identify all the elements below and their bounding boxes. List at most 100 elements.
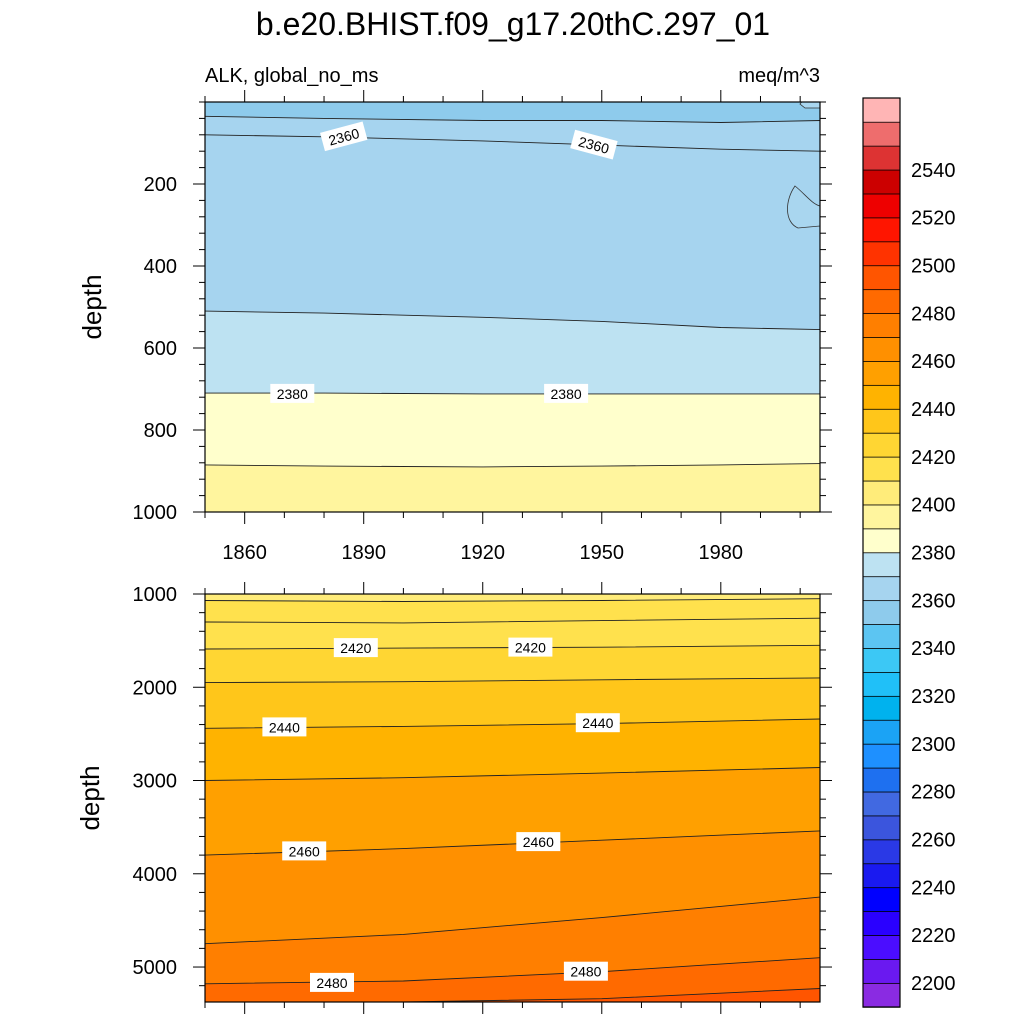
contour-band	[787, 185, 820, 229]
contour-label: 2380	[544, 383, 589, 403]
y-tick-label: 1000	[133, 502, 178, 524]
contour-line	[205, 134, 820, 152]
colorbar-swatch	[862, 480, 901, 506]
colorbar-swatch	[862, 360, 901, 386]
colorbar: 2200 2220 2240 2260 2280 2300 2320 2340 2360 2380…	[862, 97, 956, 1008]
colorbar-swatch	[862, 671, 901, 697]
colorbar-swatch	[862, 743, 901, 769]
contour-band	[205, 988, 820, 1002]
x-tick-label: 1920	[460, 542, 505, 564]
contour-label: 2460	[282, 841, 327, 861]
colorbar-swatch	[862, 599, 901, 625]
contour-line	[205, 463, 820, 468]
units-label: meq/m^3	[738, 65, 820, 87]
colorbar-tick-label: 2400	[911, 495, 956, 517]
contour-label: 2480	[310, 972, 354, 992]
colorbar-swatch	[862, 886, 901, 913]
colorbar-swatch	[862, 863, 901, 889]
colorbar-swatch	[862, 815, 901, 841]
svg-text:2380: 2380	[551, 386, 582, 402]
y-tick-label: 800	[144, 420, 177, 442]
colorbar-swatch	[862, 145, 901, 171]
svg-text:2460: 2460	[523, 834, 554, 850]
colorbar-swatch	[862, 528, 901, 554]
contour-line	[205, 598, 820, 602]
svg-text:2360: 2360	[327, 125, 361, 149]
colorbar-tick-label: 2220	[911, 925, 956, 947]
contour-band	[205, 957, 820, 1002]
contour-line	[205, 988, 820, 1002]
colorbar-swatch	[862, 719, 901, 745]
svg-text:2440: 2440	[582, 715, 613, 731]
colorbar-swatch	[862, 791, 901, 817]
x-tick-label: 1890	[341, 542, 386, 564]
svg-text:2480: 2480	[316, 975, 347, 991]
colorbar-swatch	[862, 97, 901, 123]
colorbar-tick-label: 2540	[911, 160, 956, 182]
contour-line	[205, 767, 820, 781]
colorbar-swatch	[862, 934, 901, 960]
svg-text:2480: 2480	[570, 964, 601, 980]
colorbar-swatch	[862, 552, 901, 578]
colorbar-swatch	[862, 193, 901, 219]
contour-label: 2380	[270, 383, 315, 403]
colorbar-tick-label: 2520	[911, 208, 956, 230]
colorbar-tick-label: 2340	[911, 638, 956, 660]
contour-line	[205, 957, 820, 985]
x-tick-label: 1860	[222, 542, 267, 564]
y-tick-label: 200	[144, 174, 177, 196]
colorbar-tick-label: 2380	[911, 543, 956, 565]
colorbar-swatch	[862, 695, 901, 721]
y-tick-label: 5000	[133, 957, 178, 979]
y-tick-label: 600	[144, 338, 177, 360]
colorbar-swatch	[862, 217, 901, 243]
colorbar-tick-label: 2200	[911, 973, 956, 995]
y-tick-label: 1000	[133, 584, 178, 606]
colorbar-swatch	[862, 576, 901, 602]
svg-text:2360: 2360	[577, 133, 611, 157]
colorbar-swatch	[862, 910, 901, 936]
contour-label: 2480	[563, 961, 608, 981]
y-axis-label: depth	[75, 765, 105, 830]
contour-line	[205, 896, 820, 945]
contour-band	[205, 463, 820, 512]
svg-text:2420: 2420	[515, 640, 546, 656]
contour-label: 2360	[570, 129, 618, 160]
y-tick-label: 4000	[133, 864, 178, 886]
colorbar-swatch	[862, 504, 901, 530]
contour-band	[799, 102, 820, 109]
colorbar-swatch	[862, 265, 901, 291]
colorbar-swatch	[862, 288, 901, 314]
colorbar-tick-label: 2240	[911, 877, 956, 899]
colorbar-swatch	[862, 241, 901, 267]
colorbar-tick-label: 2280	[911, 782, 956, 804]
colorbar-swatch	[862, 336, 901, 362]
colorbar-tick-label: 2260	[911, 830, 956, 852]
contour-label: 2460	[516, 832, 561, 852]
contour-label: 2440	[262, 717, 307, 737]
y-axis-label: depth	[77, 274, 107, 339]
colorbar-swatch	[862, 432, 901, 458]
colorbar-swatch	[862, 312, 901, 338]
plot-frame	[204, 101, 821, 513]
colorbar-swatch	[862, 408, 901, 434]
contour-label: 2420	[508, 637, 553, 657]
colorbar-swatch	[862, 456, 901, 482]
plot-frame	[204, 593, 821, 1003]
lower-panel: 2420 2420 2440 2440 2460 2460 2480 2480 1000 2000…	[75, 582, 832, 1014]
colorbar-swatch	[862, 384, 901, 410]
contour-line	[205, 644, 820, 650]
colorbar-tick-label: 2320	[911, 686, 956, 708]
svg-text:2380: 2380	[277, 386, 308, 402]
colorbar-tick-label: 2360	[911, 590, 956, 612]
variable-label: ALK, global_no_ms	[205, 65, 378, 87]
colorbar-tick-label: 2420	[911, 447, 956, 469]
colorbar-swatch	[862, 958, 901, 984]
colorbar-tick-label: 2440	[911, 399, 956, 421]
colorbar-swatch	[862, 121, 901, 147]
x-tick-label: 1980	[699, 542, 744, 564]
svg-text:2420: 2420	[340, 640, 371, 656]
y-tick-label: 3000	[133, 771, 178, 793]
x-tick-label: 1950	[580, 542, 625, 564]
